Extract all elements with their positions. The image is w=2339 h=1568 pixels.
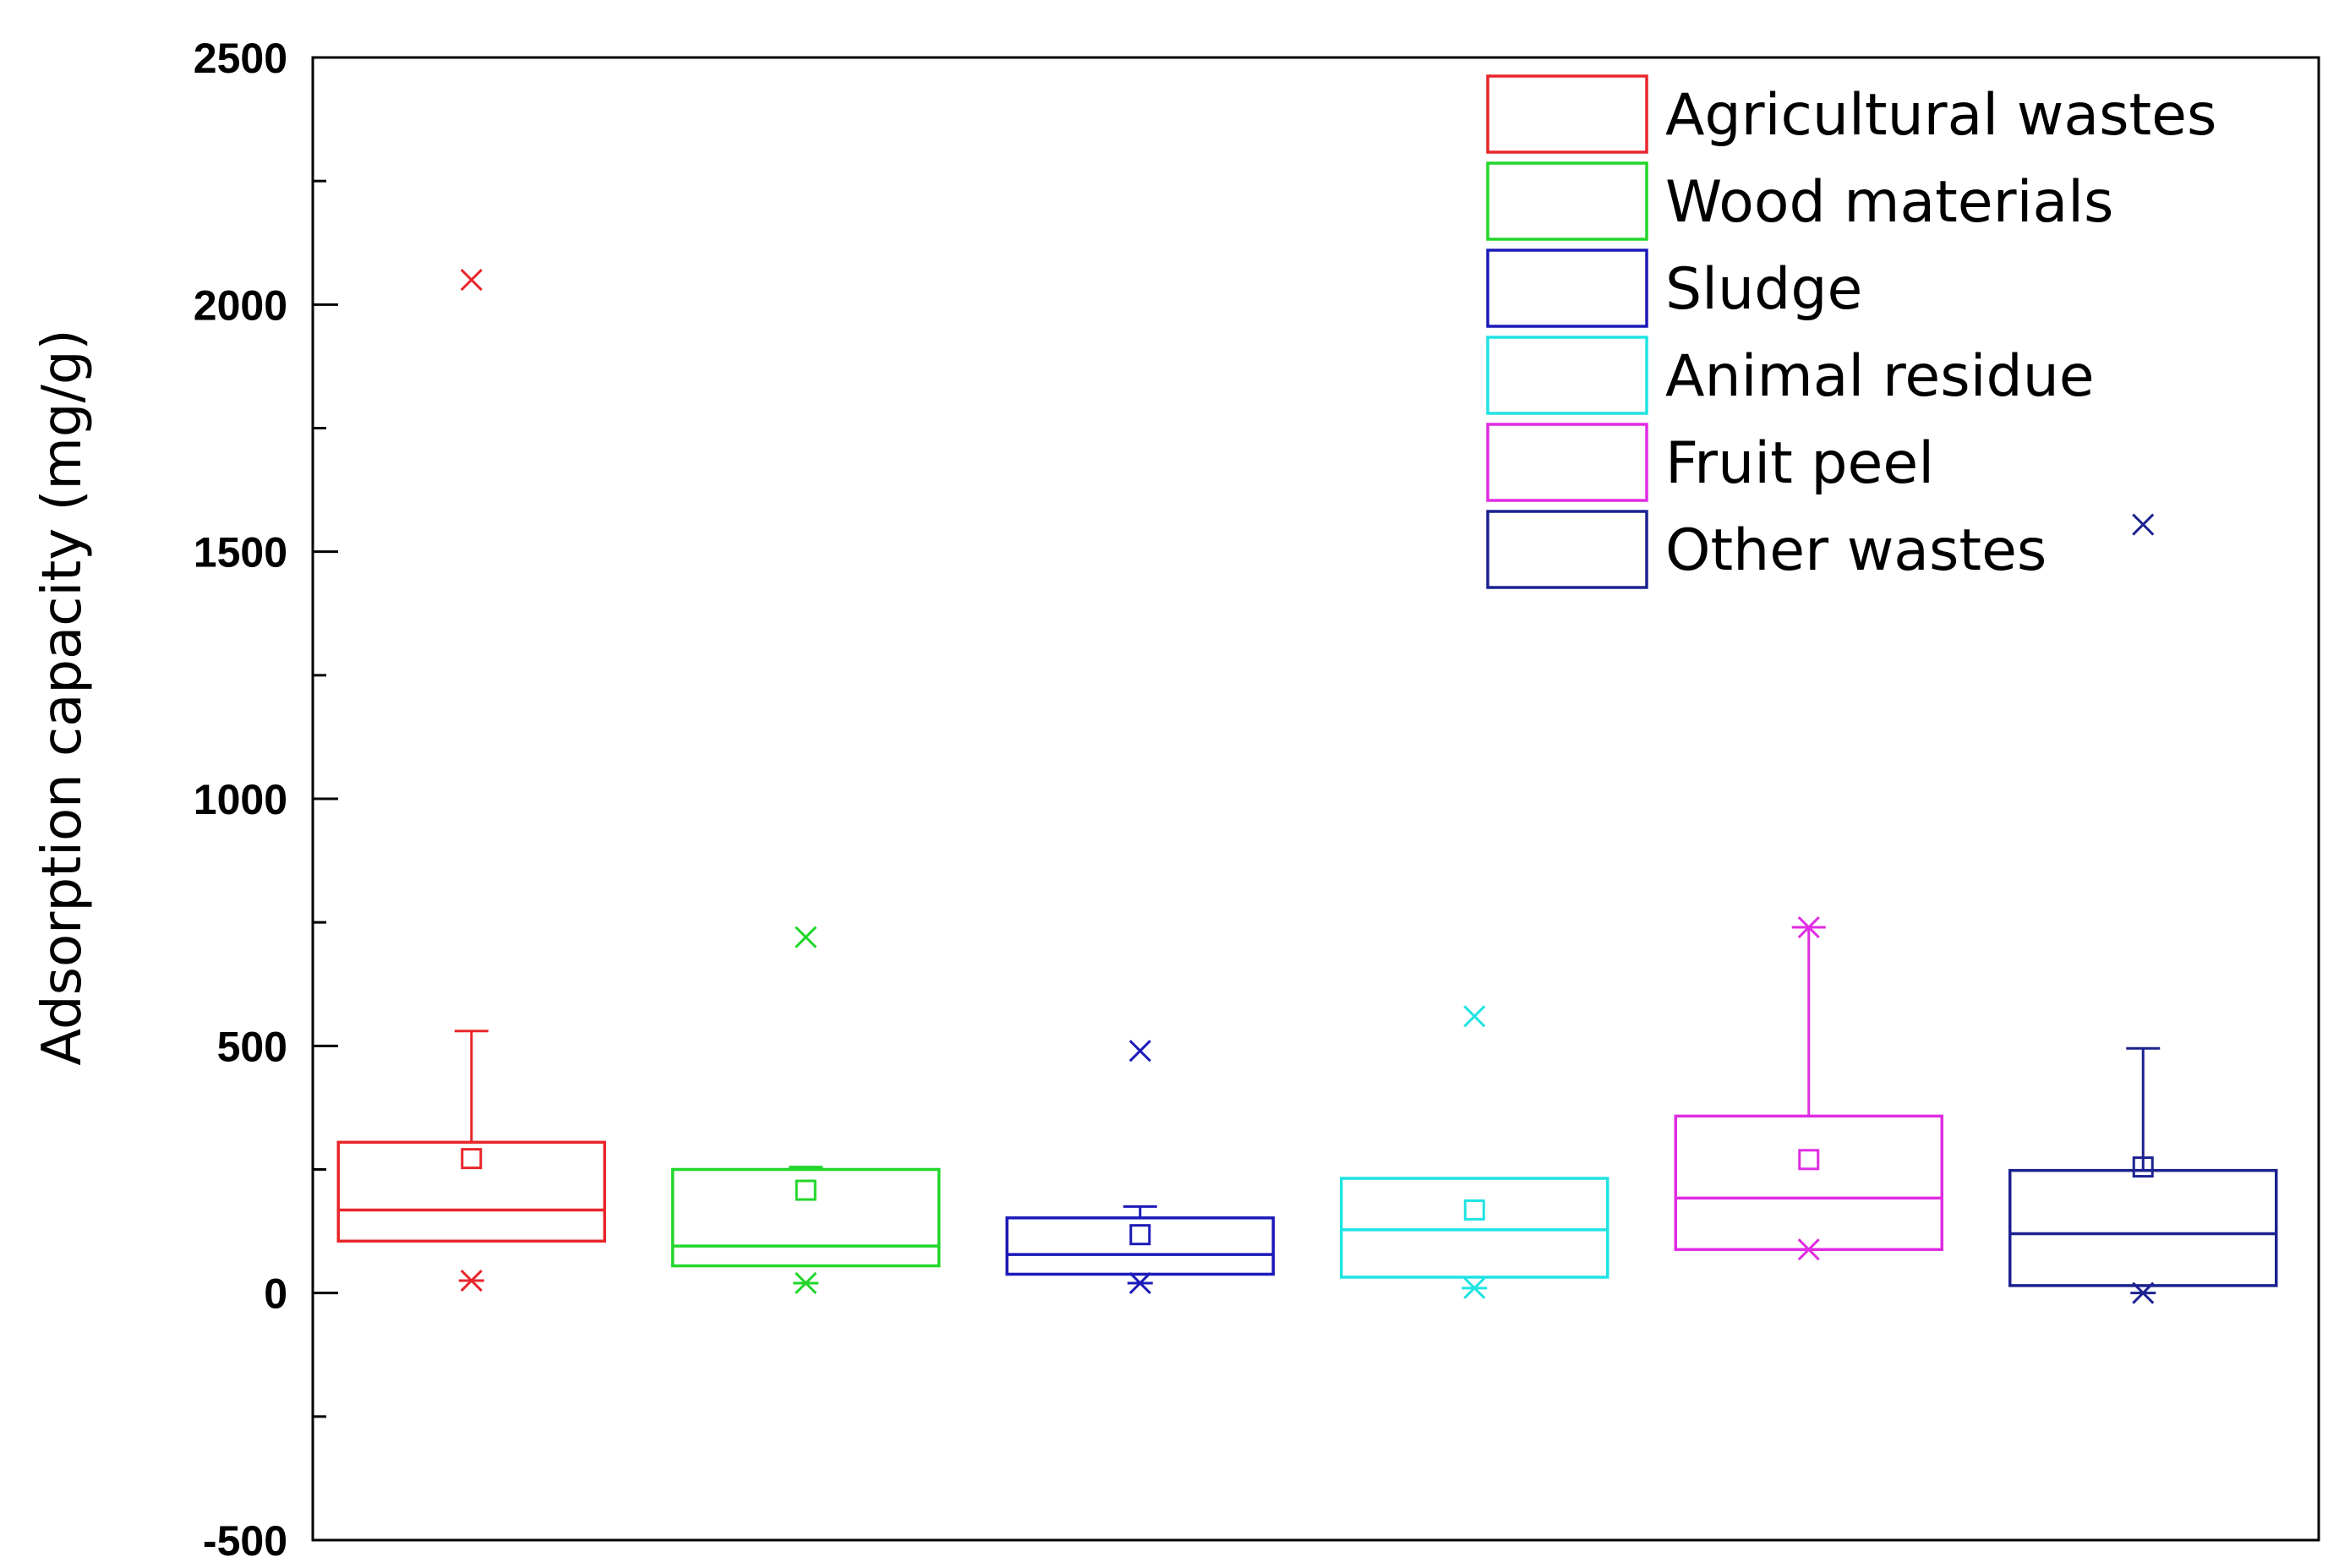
y-tick-label: -500: [203, 1517, 287, 1565]
max-marker: [460, 269, 483, 292]
y-tick-label: 0: [264, 1270, 287, 1318]
legend-label: Fruit peel: [1665, 430, 1934, 497]
mean-marker: [795, 1179, 817, 1201]
max-marker: [795, 926, 817, 948]
max-marker: [1797, 915, 1820, 939]
legend-swatch: [1486, 161, 1648, 241]
legend-label: Wood materials: [1665, 169, 2114, 236]
legend-item: Fruit peel: [1486, 423, 1934, 502]
legend-swatch: [1486, 336, 1648, 415]
mean-marker: [1798, 1149, 1820, 1171]
box: [336, 1140, 606, 1243]
box: [1340, 1177, 1609, 1279]
legend: Agricultural wastes Wood materials Sludge A…: [1486, 74, 2216, 589]
legend-item: Sludge: [1486, 249, 1862, 328]
legend-swatch: [1486, 423, 1648, 502]
legend-item: Wood materials: [1486, 161, 2114, 241]
mean-marker: [1129, 1224, 1151, 1246]
box: [2008, 1168, 2278, 1287]
y-tick-label: 1500: [194, 529, 287, 576]
mean-marker: [2132, 1156, 2154, 1178]
legend-item: Animal residue: [1486, 336, 2095, 415]
legend-item: Agricultural wastes: [1486, 74, 2216, 154]
box-group-sludge: [1005, 1040, 1275, 1295]
legend-swatch: [1486, 510, 1648, 589]
max-marker: [1129, 1040, 1151, 1063]
box-group-other-wastes: [2008, 513, 2278, 1304]
plot-frame: [311, 56, 2320, 1542]
legend-item: Other wastes: [1486, 510, 2047, 589]
legend-label: Agricultural wastes: [1665, 82, 2216, 149]
max-marker: [1463, 1005, 1486, 1028]
axes-layer: -500 0 500 1000 1500 2000 2500: [194, 35, 2320, 1565]
mean-marker: [1463, 1199, 1485, 1221]
box: [1005, 1216, 1275, 1276]
box-group-animal-residue: [1340, 1005, 1609, 1299]
legend-label: Sludge: [1665, 256, 1862, 323]
box-group-wood-materials: [671, 926, 941, 1295]
y-tick-label: 1000: [194, 776, 287, 823]
y-tick-label: 500: [217, 1023, 287, 1070]
box: [1674, 1114, 1943, 1251]
y-axis-title: Adsorption capacity (mg/g): [31, 329, 94, 1065]
mean-marker: [461, 1148, 483, 1170]
box-group-fruit-peel: [1674, 915, 1943, 1261]
legend-label: Other wastes: [1665, 517, 2047, 584]
legend-label: Animal residue: [1665, 343, 2095, 410]
y-tick-label: 2500: [194, 35, 287, 82]
max-marker: [2132, 513, 2155, 536]
legend-swatch: [1486, 74, 1648, 154]
boxes-layer: [336, 269, 2278, 1304]
box-group-agricultural-wastes: [336, 269, 606, 1292]
box: [671, 1167, 941, 1268]
y-tick-label: 2000: [194, 281, 287, 329]
legend-swatch: [1486, 249, 1648, 328]
